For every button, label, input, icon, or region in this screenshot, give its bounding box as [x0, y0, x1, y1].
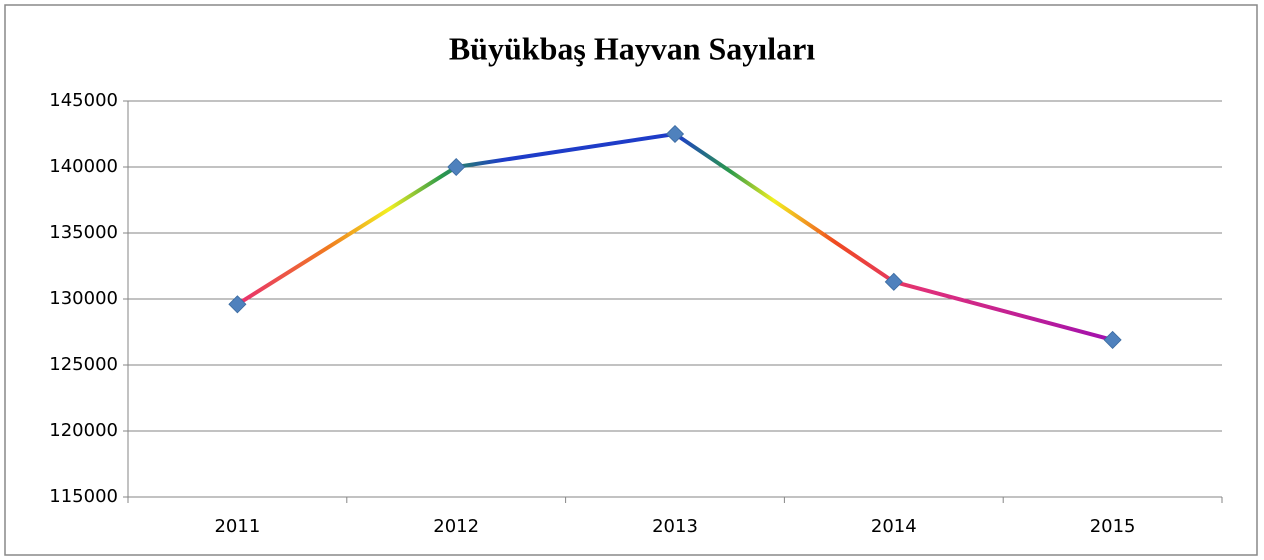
y-tick-label: 145000 [49, 90, 118, 111]
y-tick-label: 115000 [49, 486, 118, 507]
marker [1103, 330, 1122, 349]
y-tick-label: 135000 [49, 222, 118, 243]
chart-title: Büyükbaş Hayvan Sayıları [449, 30, 815, 66]
x-tick-label: 2013 [652, 516, 698, 537]
marker [447, 157, 466, 177]
marker [665, 124, 685, 144]
y-tick-label: 140000 [49, 156, 118, 177]
marker [884, 272, 903, 291]
x-tick-label: 2012 [433, 516, 479, 537]
chart-border [4, 4, 1258, 556]
x-tick-label: 2015 [1090, 516, 1136, 537]
y-tick-label: 125000 [49, 354, 118, 375]
x-tick-label: 2011 [214, 516, 260, 537]
y-tick-label: 130000 [49, 288, 118, 309]
marker [228, 295, 247, 314]
x-tick-label: 2014 [871, 516, 917, 537]
y-tick-label: 120000 [49, 420, 118, 441]
